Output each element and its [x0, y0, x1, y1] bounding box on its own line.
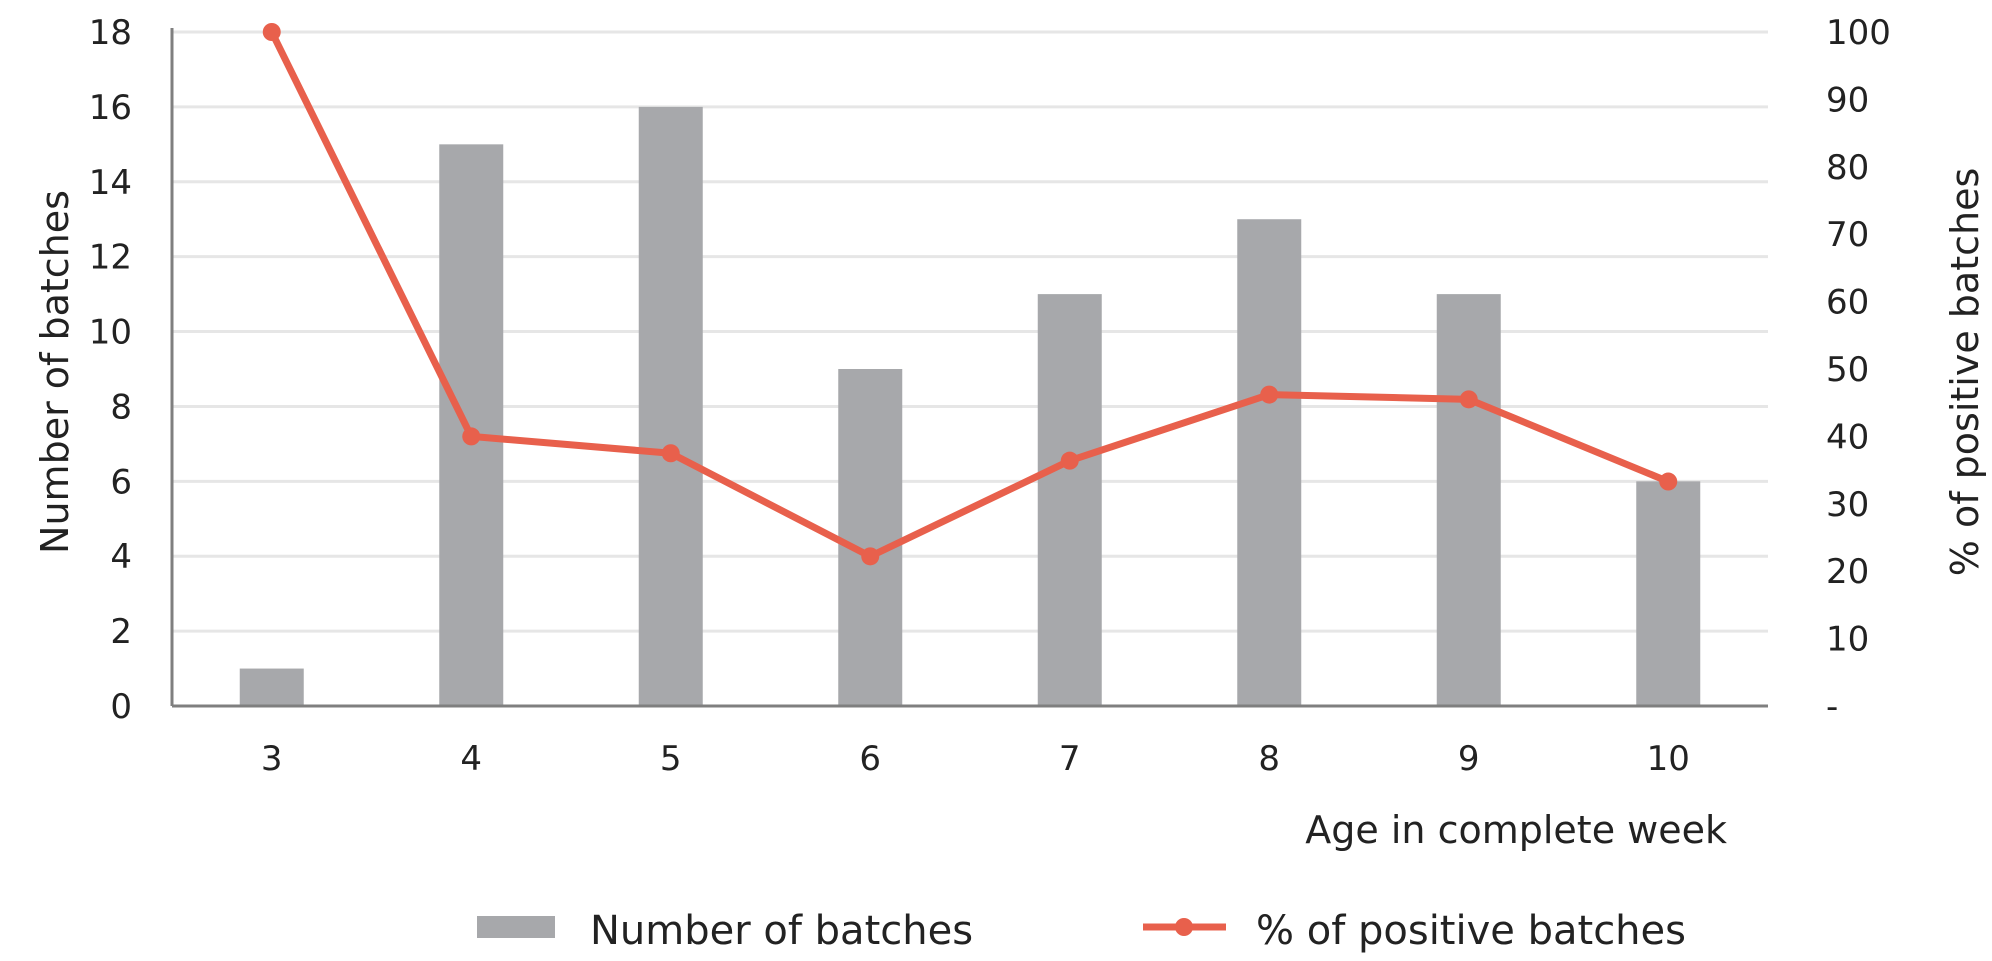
y2-tick-label: 90 [1826, 80, 1869, 120]
y2-tick-label: 20 [1826, 552, 1869, 592]
bar [1436, 294, 1501, 706]
x-tick-label: 4 [460, 739, 482, 779]
legend-label-line: % of positive batches [1256, 908, 1686, 954]
x-tick-label: 7 [1059, 739, 1081, 779]
y2-tick-label: 50 [1826, 350, 1869, 390]
y-axis-title: Number of batches [33, 190, 77, 554]
y2-tick-label: 10 [1826, 620, 1869, 660]
axes [170, 28, 1768, 708]
bar [439, 144, 504, 707]
y-tick-label: 18 [89, 13, 132, 53]
y-tick-label: 4 [110, 537, 132, 577]
y-tick-label: 6 [110, 462, 132, 502]
x-tick-label: 10 [1647, 739, 1690, 779]
line-series [262, 23, 1678, 566]
y-tick-label: 12 [89, 238, 132, 278]
bar [1237, 219, 1302, 706]
y-tick-label: 14 [89, 163, 132, 203]
bar [838, 369, 903, 706]
line-point [262, 23, 281, 41]
y-tick-label: 16 [89, 88, 132, 128]
y2-tick-label: 40 [1826, 417, 1869, 457]
series-line [268, 30, 1670, 560]
y-tick-label: 0 [110, 687, 132, 727]
x-tick-label: 3 [261, 739, 283, 779]
y2-tick-label: 100 [1826, 13, 1891, 53]
gridlines [172, 30, 1768, 633]
x-tick-label: 5 [660, 739, 682, 779]
x-axis-title: Age in complete week [1305, 808, 1727, 852]
line-point [1260, 385, 1279, 404]
x-tick-label: 8 [1258, 739, 1280, 779]
y2-tick-label: - [1826, 687, 1838, 727]
legend-swatch-marker [1175, 918, 1193, 936]
line-point [1459, 390, 1478, 409]
legend-swatch-bars [477, 916, 555, 938]
y-tick-label: 2 [110, 612, 132, 652]
line-point [661, 444, 680, 463]
line-point [1659, 472, 1678, 491]
y-tick-label: 8 [110, 387, 132, 427]
y2-tick-label: 80 [1826, 148, 1869, 188]
y2-axis-title: % of positive batches [1943, 168, 1987, 576]
y2-tick-label: 30 [1826, 485, 1869, 525]
x-tick-label: 9 [1458, 739, 1480, 779]
line-point [1060, 451, 1079, 470]
bars [239, 106, 1701, 707]
tick-labels: 0 2 4 6 8 10 12 14 16 18 - 10 20 30 40 50 60 70 80 90 100 3 4 5… [89, 13, 1891, 779]
line-point [861, 547, 880, 566]
bar [1636, 481, 1701, 706]
y-tick-label: 10 [89, 313, 132, 353]
x-tick-label: 6 [859, 739, 881, 779]
line-point [462, 427, 481, 446]
bar [638, 106, 703, 706]
y2-tick-label: 70 [1826, 215, 1869, 255]
y2-tick-label: 60 [1826, 283, 1869, 323]
legend: Number of batches % of positive batches [477, 908, 1686, 954]
bar [239, 668, 304, 706]
bar [1037, 294, 1102, 706]
legend-label-bars: Number of batches [590, 908, 973, 954]
